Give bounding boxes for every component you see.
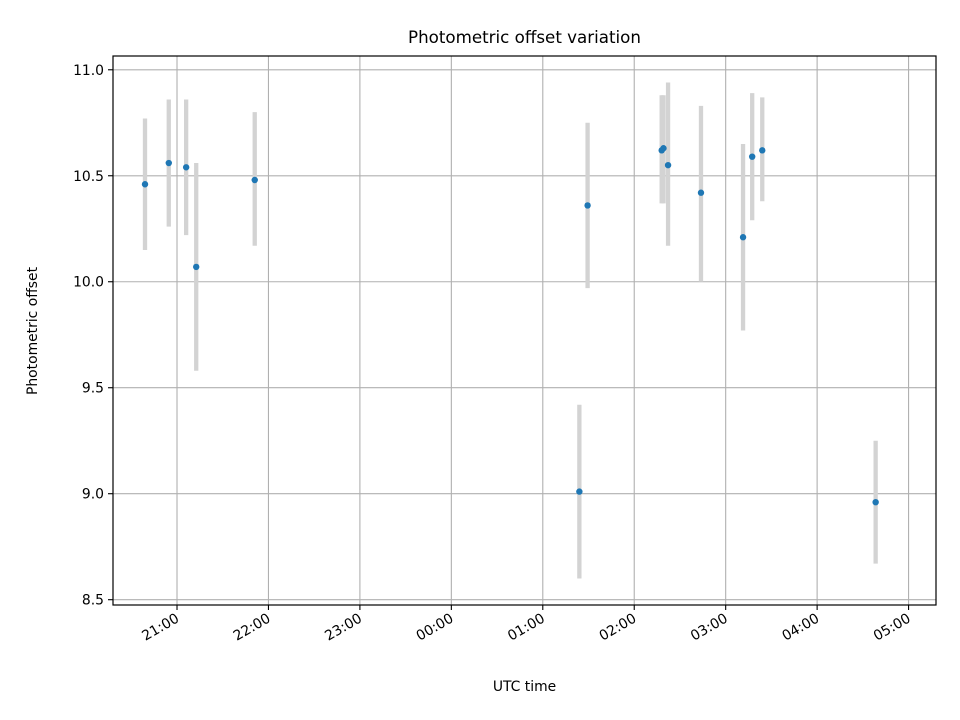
errorbar-layer: [142, 82, 878, 579]
data-point: [660, 145, 667, 152]
data-point: [759, 147, 766, 154]
x-tick-label: 03:00: [688, 611, 731, 645]
point-layer: [141, 145, 879, 506]
axes-frame: [112, 55, 937, 606]
y-axis-title: Photometric offset: [25, 266, 41, 395]
data-point: [584, 202, 591, 209]
data-point: [739, 234, 747, 241]
x-tick-label: 23:00: [322, 611, 365, 645]
data-point: [664, 161, 672, 169]
data-point: [165, 159, 172, 167]
x-tick-label: 02:00: [597, 611, 640, 645]
x-axis-title: UTC time: [493, 679, 556, 695]
x-tick-label: 21:00: [139, 611, 182, 645]
y-tick-label: 11.0: [73, 63, 104, 79]
x-axis-ticks: 21:00 22:00 23:00 00:00 01:00 02:00 03:00 04:00…: [139, 605, 914, 645]
y-tick-label: 10.5: [73, 169, 104, 185]
x-tick-label: 05:00: [871, 611, 914, 645]
y-axis-ticks: 8.5 9.0 9.5 10.0 10.5 11.0: [73, 63, 113, 609]
y-tick-label: 9.0: [82, 487, 104, 503]
y-tick-label: 8.5: [82, 593, 104, 609]
data-point: [141, 181, 149, 188]
y-tick-label: 10.0: [73, 275, 104, 291]
data-point: [251, 176, 258, 184]
x-tick-label: 00:00: [414, 611, 457, 645]
grid-layer: [113, 56, 936, 605]
data-point: [697, 189, 705, 196]
data-point: [193, 263, 200, 271]
data-point: [872, 498, 879, 506]
y-tick-label: 9.5: [82, 381, 104, 397]
x-tick-label: 01:00: [505, 611, 548, 645]
x-tick-label: 04:00: [779, 611, 822, 645]
x-tick-label: 22:00: [231, 611, 274, 645]
data-point: [748, 153, 756, 160]
data-point: [182, 164, 190, 171]
data-point: [576, 488, 583, 495]
chart-title: Photometric offset variation: [408, 27, 641, 47]
